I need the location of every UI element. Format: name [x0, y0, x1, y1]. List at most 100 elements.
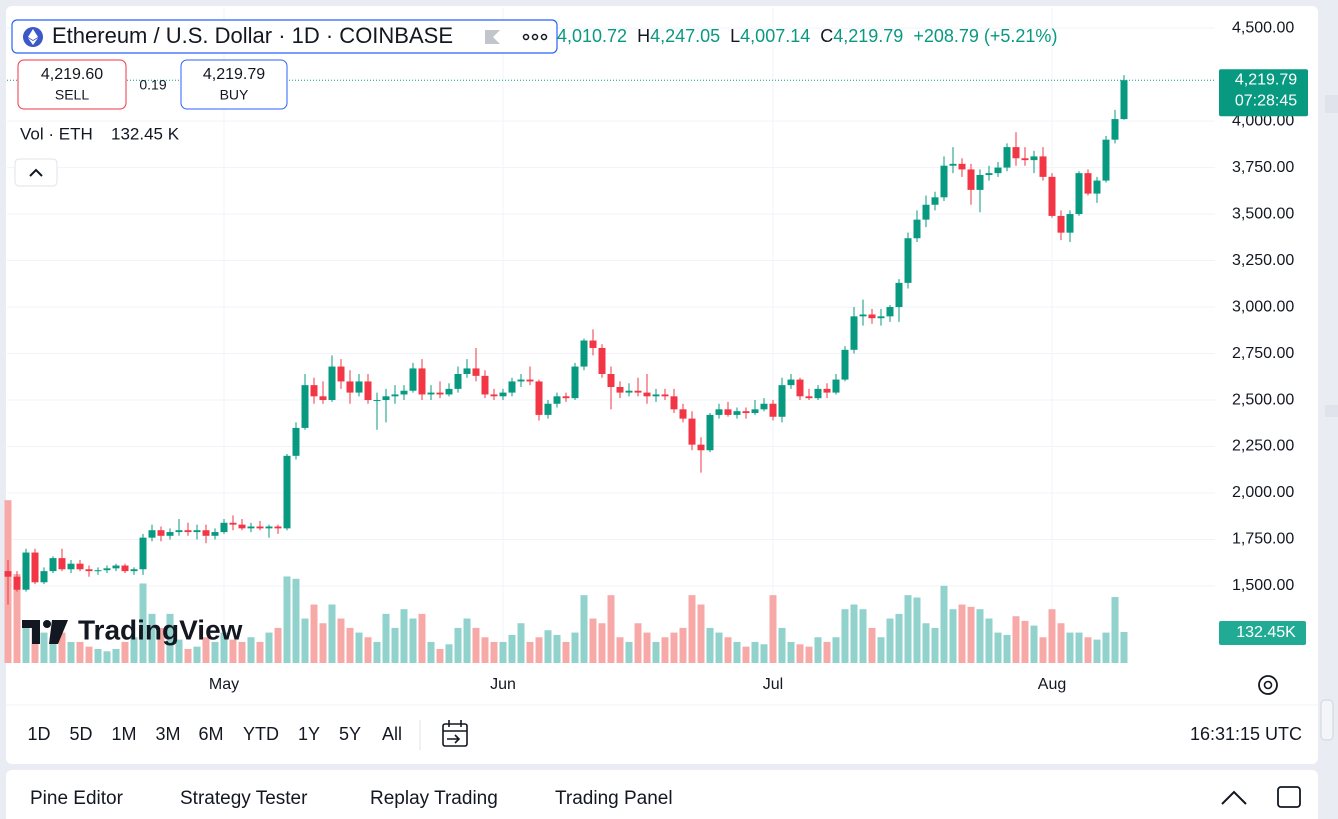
side-strip: [1325, 95, 1338, 113]
bottom-tab[interactable]: Strategy Tester: [180, 788, 308, 809]
candle-body: [733, 411, 741, 415]
timeframe-button[interactable]: All: [382, 724, 402, 744]
volume-bar: [76, 641, 84, 663]
buy-label: BUY: [220, 87, 249, 103]
collapse-button[interactable]: [14, 158, 58, 187]
candle-body: [220, 522, 228, 533]
low-value: 4,007.14: [740, 26, 810, 46]
y-tick-label: 3,000.00: [1232, 298, 1294, 315]
candle-body: [292, 427, 300, 456]
symbol-box[interactable]: [11, 19, 558, 54]
candle-body: [805, 396, 813, 399]
candle-body: [166, 532, 174, 536]
timeframe-button[interactable]: YTD: [243, 724, 279, 744]
volume-bar: [616, 637, 624, 663]
volume-bar: [760, 644, 768, 663]
volume-bar: [1021, 620, 1029, 663]
last-price-label: 4,219.79: [1235, 71, 1297, 88]
candle-body: [4, 571, 12, 577]
volume-bar: [670, 632, 678, 663]
candle-body: [121, 565, 129, 572]
clock[interactable]: 16:31:15 UTC: [1190, 724, 1302, 744]
candle-body: [58, 558, 66, 570]
candle-body: [310, 385, 318, 397]
candle-body: [679, 409, 687, 419]
bottom-tab[interactable]: Pine Editor: [30, 788, 124, 809]
candle-body: [895, 282, 903, 308]
candle-body: [769, 403, 777, 417]
candle-body: [949, 163, 957, 166]
y-tick-label: 4,000.00: [1232, 112, 1294, 129]
maximize-icon[interactable]: [1277, 786, 1301, 808]
candle-body: [157, 530, 165, 536]
bottom-tab[interactable]: Replay Trading: [370, 788, 498, 809]
timeframe-button[interactable]: 3M: [155, 724, 180, 744]
volume-bar: [805, 646, 813, 663]
candle-body: [994, 167, 1002, 174]
candle-body: [1030, 156, 1038, 161]
candle-body: [1048, 176, 1056, 216]
timeframe-button[interactable]: 5D: [69, 724, 92, 744]
timeframe-button[interactable]: 6M: [198, 724, 223, 744]
candle-body: [670, 396, 678, 410]
candle-body: [409, 368, 417, 391]
candle-body: [328, 366, 336, 401]
volume-bar: [328, 604, 336, 663]
volume-bar: [229, 639, 237, 663]
candle-body: [652, 394, 660, 397]
side-handle[interactable]: [1320, 699, 1334, 741]
candle-body: [490, 394, 498, 397]
candle-body: [49, 558, 57, 572]
y-tick-label: 2,000.00: [1232, 484, 1294, 501]
candle-body: [967, 169, 975, 190]
candle-body: [175, 530, 183, 533]
bottom-tab[interactable]: Trading Panel: [555, 788, 673, 809]
volume-bar: [571, 632, 579, 663]
chart-panel: [6, 6, 1318, 764]
volume-bar: [1066, 632, 1074, 663]
volume-bar: [238, 641, 246, 663]
volume-bar: [346, 627, 354, 663]
volume-bar: [985, 618, 993, 663]
candle-body: [247, 526, 255, 529]
candle-body: [886, 307, 894, 317]
candle-body: [184, 530, 192, 533]
buy-button[interactable]: [180, 59, 288, 110]
sell-button[interactable]: [17, 59, 127, 110]
volume-bar: [202, 637, 210, 663]
y-tick-label: 4,500.00: [1232, 19, 1294, 36]
x-tick-label: Jun: [490, 676, 516, 693]
more-icon[interactable]: [522, 33, 548, 41]
candle-body: [796, 379, 804, 397]
date-range-icon[interactable]: [442, 720, 468, 747]
volume-bar: [58, 632, 66, 663]
volume-bar: [913, 597, 921, 663]
candle-body: [571, 366, 579, 399]
volume-bar: [265, 632, 273, 663]
last-price-tag: [1219, 69, 1308, 117]
timeframe-button[interactable]: 1M: [111, 724, 136, 744]
candle-body: [355, 381, 363, 393]
volume-bar: [22, 623, 30, 663]
settings-icon[interactable]: [1258, 675, 1278, 695]
volume-bar: [868, 627, 876, 663]
volume-bar: [1039, 637, 1047, 663]
candle-body: [724, 409, 732, 415]
expand-icon[interactable]: [1221, 790, 1247, 805]
volume-bar: [283, 576, 291, 663]
candle-body: [319, 396, 327, 401]
candle-body: [850, 316, 858, 350]
bottom-panel: [6, 770, 1318, 819]
side-strip: [1325, 405, 1338, 417]
candle-body: [688, 418, 696, 445]
volume-bar: [787, 641, 795, 663]
candle-body: [103, 568, 111, 571]
candle-body: [400, 390, 408, 395]
timeframe-button[interactable]: 1Y: [298, 724, 320, 744]
volume-bar: [166, 613, 174, 663]
timeframe-button[interactable]: 1D: [27, 724, 50, 744]
candle-body: [1120, 80, 1128, 120]
timeframe-button[interactable]: 5Y: [339, 724, 361, 744]
volume-bar: [193, 646, 201, 663]
volume-bar: [526, 641, 534, 663]
